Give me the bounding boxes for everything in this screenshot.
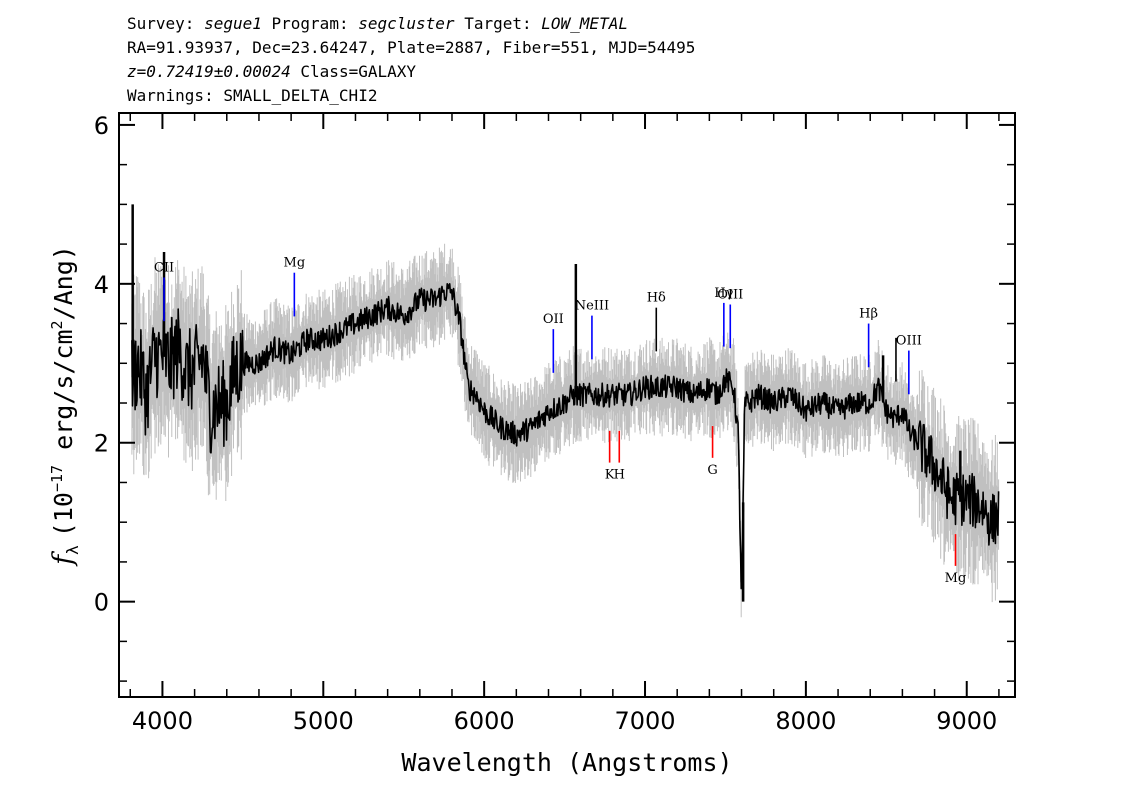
spectrum-header-line3: z=0.72419±0.00024 Class=GALAXY xyxy=(127,62,416,82)
emission-line-label: OII xyxy=(543,312,564,327)
emission-line-label: Hγ xyxy=(714,286,733,301)
emission-line-label: Hβ xyxy=(859,307,878,322)
redshift-value: z=0.72419±0.00024 xyxy=(127,62,291,81)
y-axis-mid: erg/s/cm xyxy=(49,329,78,464)
y-tick-label: 6 xyxy=(94,112,109,140)
absorption-line-label: H xyxy=(614,468,625,483)
y-tick-label: 4 xyxy=(94,271,109,299)
spectrum-header-line1: Survey: segue1 Program: segcluster Targe… xyxy=(127,14,628,34)
y-axis-exp2: 2 xyxy=(48,320,66,329)
y-axis-title: fλ(10−17 erg/s/cm2/Ang) xyxy=(48,245,82,567)
x-tick-label: 5000 xyxy=(293,707,354,735)
target-value: LOW_METAL xyxy=(541,14,628,33)
y-tick-label: 0 xyxy=(94,589,109,617)
x-tick-label: 9000 xyxy=(936,707,997,735)
survey-value: segue1 xyxy=(204,14,262,33)
y-axis-pre: (10 xyxy=(49,492,78,537)
emission-line-label: NeIII xyxy=(575,299,609,314)
spectrum-header-line4: Warnings: SMALL_DELTA_CHI2 xyxy=(127,86,378,105)
y-tick-label: 2 xyxy=(94,430,109,458)
absorption-line-label: K xyxy=(605,468,615,483)
error-envelope xyxy=(131,243,1000,618)
x-tick-label: 7000 xyxy=(614,707,675,735)
x-tick-label: 8000 xyxy=(775,707,836,735)
class-value: Class=GALAXY xyxy=(300,62,416,81)
flux-path xyxy=(131,283,1000,590)
flux-series xyxy=(131,204,1000,602)
absorption-line-label: Mg xyxy=(945,571,967,586)
x-axis-title: Wavelength (Angstroms) xyxy=(401,748,732,777)
emission-line-label: OIII xyxy=(896,334,922,349)
target-label: Target: xyxy=(464,14,532,33)
emission-line-label: CII xyxy=(154,260,174,275)
x-tick-label: 4000 xyxy=(132,707,193,735)
error-envelope-path xyxy=(131,243,1000,618)
survey-label: Survey: xyxy=(127,14,195,33)
program-label: Program: xyxy=(271,14,349,33)
emission-line-label: Mg xyxy=(284,256,306,271)
plot-frame xyxy=(118,112,1016,698)
program-value: segcluster xyxy=(358,14,455,33)
emission-line-label: OIII xyxy=(717,287,743,302)
absorption-line-label: G xyxy=(707,463,717,478)
y-axis-lambda: λ xyxy=(63,545,82,555)
axis-ticks: 4000 5000 6000 7000 8000 9000 0 2 4 6 xyxy=(94,112,1015,735)
spectrum-header-line2: RA=91.93937, Dec=23.64247, Plate=2887, F… xyxy=(127,38,696,57)
emission-line-label: Hδ xyxy=(647,291,666,306)
y-axis-post: /Ang) xyxy=(49,245,78,320)
y-axis-exp: −17 xyxy=(48,465,66,492)
x-tick-label: 6000 xyxy=(454,707,515,735)
